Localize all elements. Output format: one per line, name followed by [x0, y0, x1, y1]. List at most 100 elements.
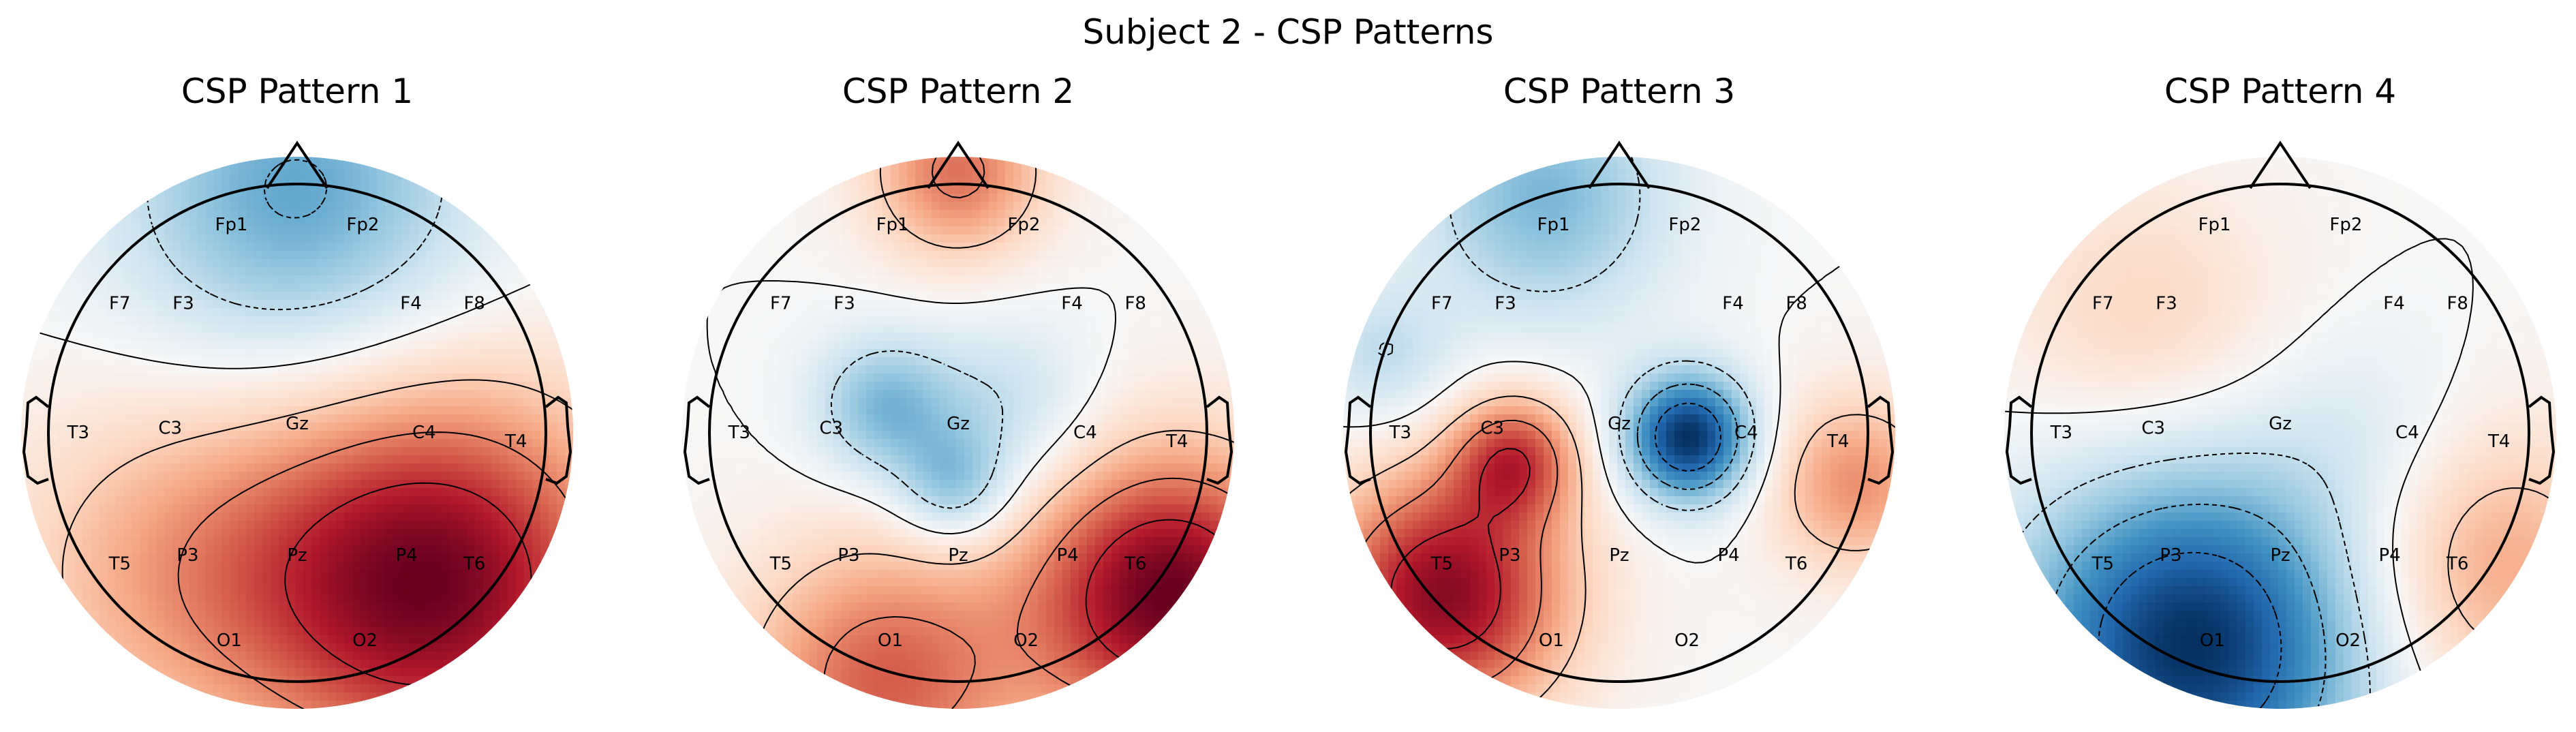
topo-2-field-cell — [972, 194, 981, 202]
topo-1-field-cell — [33, 341, 42, 350]
topo-2-field-cell — [907, 218, 916, 227]
topo-1-field-cell — [238, 357, 247, 366]
topo-2-field-cell — [956, 308, 965, 317]
topo-2-field-cell — [752, 333, 761, 341]
topo-1-field-cell — [181, 308, 189, 317]
topo-1-field-cell — [107, 570, 116, 579]
topo-1-field-cell — [450, 439, 459, 448]
topo-1-field-cell — [181, 316, 189, 325]
topo-1-field-cell — [508, 349, 517, 358]
topo-1-field-cell — [295, 627, 304, 636]
topo-1-field-cell — [467, 545, 476, 554]
topo-1-field-cell — [33, 382, 42, 391]
topo-1-field-cell — [246, 324, 255, 333]
topo-1-field-cell — [344, 210, 353, 219]
topo-1-field-cell — [532, 455, 541, 464]
topo-1-field-cell — [540, 300, 549, 309]
topo-2-field-cell — [956, 161, 965, 170]
topo-2-field-cell — [1005, 300, 1014, 309]
topo-2-field-cell — [891, 177, 900, 186]
topo-1-field-cell — [336, 234, 345, 243]
topo-1-field-cell — [336, 635, 345, 644]
topo-1-field-cell — [557, 414, 566, 423]
topo-1-field-cell — [197, 553, 206, 562]
topo-1-field-cell — [230, 218, 239, 227]
topo-1-field-cell — [230, 553, 239, 562]
topo-1-field-cell — [295, 652, 304, 660]
topo-1-field-cell — [442, 635, 451, 644]
topo-2-field-cell — [809, 194, 818, 202]
topo-1-field-cell — [172, 472, 181, 481]
topo-1-field-cell — [262, 545, 271, 554]
topo-1-field-cell — [410, 668, 418, 677]
topo-1-field-cell — [197, 169, 206, 178]
topo-1-field-cell — [42, 545, 50, 554]
topo-1-field-cell — [205, 488, 214, 497]
topo-1-field-cell — [172, 308, 181, 317]
topo-1-field-cell — [295, 185, 304, 194]
topo-1-field-cell — [573, 431, 582, 440]
topo-1-field-cell — [164, 668, 173, 677]
topo-1-field-cell — [303, 169, 312, 178]
topo-1-field-cell — [213, 169, 222, 178]
topo-1-field-cell — [450, 423, 459, 431]
topo-1-electrode-pz: Pz — [287, 545, 307, 566]
topo-1-field-cell — [475, 275, 484, 284]
topo-2-field-cell — [801, 292, 810, 301]
topo-1-field-cell — [181, 586, 189, 595]
topo-1-field-cell — [450, 292, 459, 301]
topo-1-field-cell — [181, 218, 189, 227]
topo-1-field-cell — [91, 243, 99, 251]
topo-1-field-cell — [262, 398, 271, 407]
topo-1-field-cell — [565, 349, 573, 358]
topo-1-field-cell — [271, 709, 279, 718]
topo-1-field-cell — [156, 398, 165, 407]
topo-1-field-cell — [491, 611, 500, 620]
topo-1-field-cell — [361, 161, 369, 170]
topo-1-field-cell — [328, 652, 337, 660]
topo-2-field-cell — [1054, 292, 1063, 301]
topo-1-field-cell — [532, 398, 541, 407]
topo-1-field-cell — [385, 447, 394, 456]
topo-1-field-cell — [500, 234, 508, 243]
topo-1-field-cell — [491, 373, 500, 382]
topo-1-field-cell — [164, 545, 173, 554]
topo-1-field-cell — [377, 627, 386, 636]
topo-1-field-cell — [336, 684, 345, 693]
topo-2-field-cell — [1103, 300, 1112, 309]
topo-1-field-cell — [393, 537, 402, 546]
topo-1-field-cell — [549, 545, 557, 554]
topo-2-field-cell — [1071, 333, 1079, 341]
topo-1-field-cell — [271, 586, 279, 595]
topo-2-field-cell — [817, 226, 826, 235]
topo-2-field-cell — [874, 251, 883, 260]
topo-1-field-cell — [336, 382, 345, 391]
topo-1-field-cell — [164, 513, 173, 521]
topo-1-field-cell — [500, 521, 508, 530]
topo-1-field-cell — [238, 537, 247, 546]
topo-1-field-cell — [410, 218, 418, 227]
topo-2-field-cell — [1152, 333, 1161, 341]
topo-1-field-cell — [238, 275, 247, 284]
topo-2-field-cell — [825, 275, 834, 284]
topo-1-field-cell — [66, 586, 75, 595]
topo-1-field-cell — [42, 455, 50, 464]
topo-2-field-cell — [932, 300, 940, 309]
topo-1-field-cell — [271, 243, 279, 251]
topo-2-field-cell — [989, 226, 998, 235]
topo-1-field-cell — [426, 308, 435, 317]
topo-2-field-cell — [1120, 324, 1129, 333]
topo-1-field-cell — [172, 463, 181, 472]
topo-1-electrode-gz: Gz — [286, 414, 309, 434]
topo-2-field-cell — [1103, 308, 1112, 317]
topo-2-field-cell — [1030, 251, 1039, 260]
topo-2-field-cell — [956, 157, 965, 162]
topo-2-field-cell — [1071, 300, 1079, 309]
topo-2-field-cell — [891, 275, 900, 284]
topo-2-field-cell — [801, 251, 810, 260]
topo-2-field-cell — [858, 218, 867, 227]
topo-1-field-cell — [33, 463, 42, 472]
topo-2-field-cell — [1095, 275, 1104, 284]
topo-1-field-cell — [230, 284, 239, 292]
